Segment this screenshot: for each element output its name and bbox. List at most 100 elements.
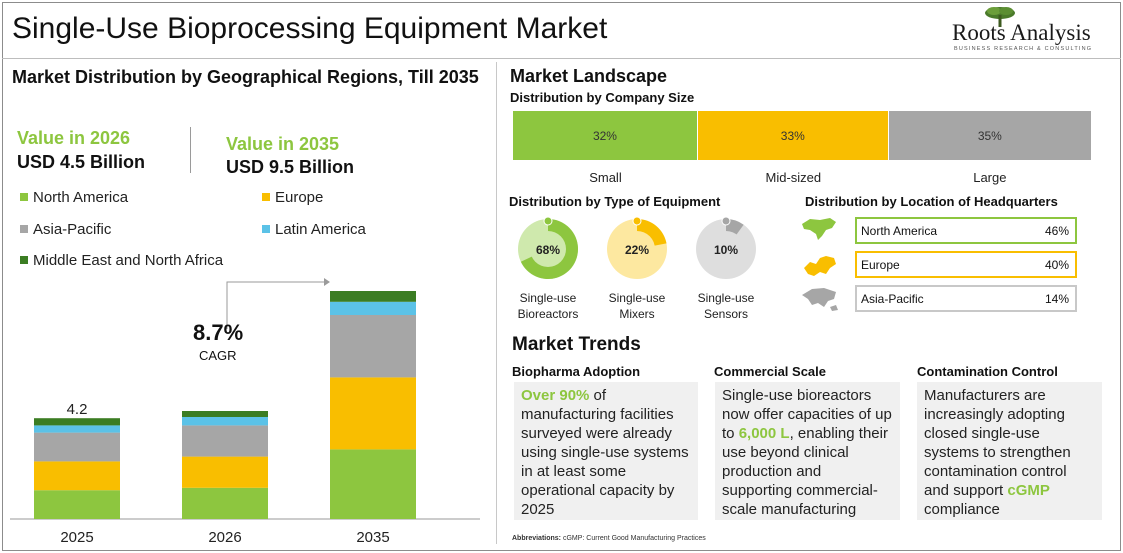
value-2026-label: Value in 2026 bbox=[17, 128, 131, 148]
bar-2035-latin-america bbox=[330, 301, 416, 315]
size-label-large: Large bbox=[973, 170, 1007, 185]
trend-text: , enabling their use beyond clinical pro… bbox=[722, 425, 888, 518]
donut-hole bbox=[619, 231, 655, 267]
bar-2035-asia-pacific bbox=[330, 315, 416, 378]
hq-north-america: North America 46% bbox=[855, 217, 1077, 244]
legend-swatch bbox=[262, 225, 270, 233]
value-separator bbox=[190, 127, 191, 173]
europe-map-icon bbox=[804, 256, 836, 276]
legend-europe: Europe bbox=[262, 189, 323, 206]
donut-start-dot bbox=[632, 217, 642, 226]
donut-hole bbox=[530, 231, 566, 267]
stacked-bar-chart: 2025 4.2 2026 2035 bbox=[10, 278, 480, 546]
hq-asia-pacific: Asia-Pacific 14% bbox=[855, 285, 1077, 312]
donut-value: 68% bbox=[536, 243, 560, 257]
trend-highlight: Over 90% bbox=[521, 387, 590, 404]
equipment-donut-2: 22% bbox=[607, 217, 667, 279]
cagr-label: CAGR bbox=[199, 348, 237, 363]
trend-title-contamination: Contamination Control bbox=[917, 364, 1058, 379]
trend-card-adoption: Over 90% of manufacturing facilities sur… bbox=[514, 382, 698, 520]
equipment-donut-1: 68% bbox=[518, 217, 579, 279]
page-title: Single-Use Bioprocessing Equipment Marke… bbox=[12, 12, 608, 45]
hq-label: Asia-Pacific bbox=[861, 291, 924, 306]
bar-2035-north-america bbox=[330, 449, 416, 519]
trend-card-scale: Single-use bioreactors now offer capacit… bbox=[715, 382, 900, 520]
x-tick-label: 2026 bbox=[208, 529, 241, 546]
donut-start-dot bbox=[543, 217, 553, 226]
trend-text: compliance bbox=[924, 501, 1000, 518]
size-label-mid-sized: Mid-sized bbox=[765, 170, 822, 185]
size-segment-mid-sized: 33% bbox=[697, 111, 889, 160]
bar-2025-latin-america bbox=[34, 425, 120, 433]
legend-swatch bbox=[262, 193, 270, 201]
legend-swatch bbox=[20, 225, 28, 233]
x-tick-label: 2035 bbox=[356, 529, 389, 546]
equipment-label-1: Single-use Bioreactors bbox=[517, 291, 579, 321]
headquarters-heading: Distribution by Location of Headquarters bbox=[805, 194, 1058, 209]
company-size-heading: Distribution by Company Size bbox=[510, 90, 695, 105]
trend-card-contamination: Manufacturers are increasingly adopting … bbox=[917, 382, 1102, 520]
size-segment-small: 32% bbox=[513, 111, 698, 160]
bar-2025-middle-east-and-north-africa bbox=[34, 418, 120, 426]
hq-europe: Europe 40% bbox=[855, 251, 1077, 278]
bar-2026-europe bbox=[182, 456, 268, 488]
bar-total-label: 4.2 bbox=[67, 401, 88, 418]
bar-2025-north-america bbox=[34, 490, 120, 519]
trends-heading: Market Trends bbox=[512, 334, 641, 355]
bar-2035-europe bbox=[330, 377, 416, 450]
trend-text: Single-use bioreactors now offer capacit… bbox=[722, 387, 892, 442]
legend-north-america: North America bbox=[20, 189, 128, 206]
value-2035-label: Value in 2035 bbox=[226, 134, 340, 154]
donut-hole bbox=[708, 231, 744, 267]
bar-2035-middle-east-and-north-africa bbox=[330, 291, 416, 302]
bar-2026-asia-pacific bbox=[182, 425, 268, 457]
bar-2026-north-america bbox=[182, 487, 268, 519]
value-2035: USD 9.5 Billion bbox=[226, 157, 355, 177]
equipment-heading: Distribution by Type of Equipment bbox=[509, 194, 721, 209]
panel-divider bbox=[496, 62, 497, 544]
trend-title-adoption: Biopharma Adoption bbox=[512, 364, 641, 379]
asia-pacific-map-icon bbox=[802, 288, 838, 311]
hq-value: 46% bbox=[1044, 223, 1069, 238]
trend-text: Manufacturers are increasingly adopting … bbox=[924, 387, 1071, 499]
size-label-small: Small bbox=[589, 170, 622, 185]
trend-highlight: cGMP bbox=[1007, 482, 1050, 499]
bar-2026-middle-east-and-north-africa bbox=[182, 411, 268, 417]
north-america-map-icon bbox=[802, 218, 836, 240]
abbreviations-note: Abbreviations: cGMP: Current Good Manufa… bbox=[512, 535, 706, 542]
hq-value: 40% bbox=[1044, 257, 1069, 272]
cagr-value: 8.7% bbox=[193, 320, 244, 345]
geography-heading: Market Distribution by Geographical Regi… bbox=[12, 67, 479, 87]
logo-name: Roots Analysis bbox=[952, 20, 1091, 45]
bar-2025-asia-pacific bbox=[34, 432, 120, 462]
legend-swatch bbox=[20, 193, 28, 201]
equipment-donut-3: 10% bbox=[696, 217, 756, 279]
bar-2026-latin-america bbox=[182, 417, 268, 426]
trend-text: of manufacturing facilities surveyed wer… bbox=[521, 387, 689, 518]
donut-value: 22% bbox=[625, 243, 649, 257]
trend-title-scale: Commercial Scale bbox=[714, 364, 827, 379]
donut-value: 10% bbox=[714, 243, 738, 257]
legend-swatch bbox=[20, 256, 28, 264]
value-2026: USD 4.5 Billion bbox=[17, 152, 146, 172]
legend-mena: Middle East and North Africa bbox=[20, 252, 223, 269]
legend-latin-america: Latin America bbox=[262, 221, 366, 238]
company-logo: Roots Analysis BUSINESS RESEARCH & CONSU… bbox=[948, 6, 1113, 56]
bar-2025-europe bbox=[34, 461, 120, 491]
equipment-label-2: Single-use Mixers bbox=[608, 291, 666, 321]
hq-label: North America bbox=[861, 223, 938, 238]
equipment-label-3: Single-use Sensors bbox=[697, 291, 755, 321]
cagr-arrow-head bbox=[324, 278, 330, 286]
title-divider bbox=[2, 58, 1121, 59]
trend-highlight: 6,000 L bbox=[738, 425, 790, 442]
donut-start-dot bbox=[721, 217, 731, 226]
hq-value: 14% bbox=[1044, 291, 1069, 306]
legend-asia-pacific: Asia-Pacific bbox=[20, 221, 111, 238]
tree-icon bbox=[985, 7, 1015, 27]
size-segment-large: 35% bbox=[888, 111, 1091, 160]
x-tick-label: 2025 bbox=[60, 529, 93, 546]
hq-label: Europe bbox=[861, 257, 900, 272]
cagr-arrow bbox=[226, 281, 324, 329]
landscape-heading: Market Landscape bbox=[510, 66, 668, 86]
